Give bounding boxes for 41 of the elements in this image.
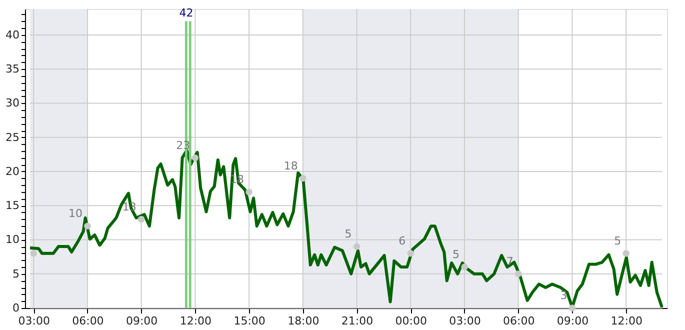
x-tick-label: 21:00	[341, 314, 374, 328]
point	[622, 250, 630, 257]
x-tick-label: 03:00	[449, 314, 481, 328]
annotation: 3	[560, 289, 568, 302]
y-tick-label: 40	[6, 28, 20, 42]
point	[300, 174, 306, 182]
point	[568, 304, 576, 312]
point	[84, 222, 91, 230]
annotation: 5	[344, 228, 352, 241]
x-tick-label: 09:00	[126, 314, 158, 328]
y-tick-label: 25	[6, 130, 20, 144]
point	[192, 154, 199, 162]
x-tick-label: 06:00	[72, 314, 104, 328]
y-tick-label: 20	[6, 164, 20, 178]
y-tick-label: 5	[12, 267, 20, 280]
x-tick-label: 00:00	[395, 314, 427, 328]
y-tick-label: 15	[6, 199, 20, 212]
y-tick-label: 30	[6, 96, 20, 110]
x-tick-label: 06:00	[503, 314, 535, 328]
point	[138, 216, 145, 223]
annotation: 18	[284, 159, 298, 172]
x-tick-label: 09:00	[556, 314, 589, 328]
point	[407, 250, 414, 257]
annotation: 5	[452, 248, 460, 262]
y-tick-label: 35	[6, 62, 20, 76]
x-tick-label: 12:00	[610, 314, 642, 328]
x-tick-label: 12:00	[180, 314, 212, 328]
annotation: 10	[68, 207, 82, 220]
data-label: 42	[179, 6, 194, 20]
y-tick-label: 0	[12, 302, 20, 314]
point	[353, 243, 360, 250]
x-tick-label: 15:00	[234, 314, 266, 328]
y-tick-label: 10	[6, 233, 20, 246]
x-tick-label: 18:00	[288, 314, 320, 328]
annotation: 6	[398, 234, 406, 248]
x-tick-label: 03:00	[18, 314, 50, 328]
point	[246, 188, 252, 196]
point	[461, 264, 468, 270]
annotation: 5	[614, 234, 622, 248]
point	[30, 250, 37, 257]
point	[515, 270, 522, 278]
